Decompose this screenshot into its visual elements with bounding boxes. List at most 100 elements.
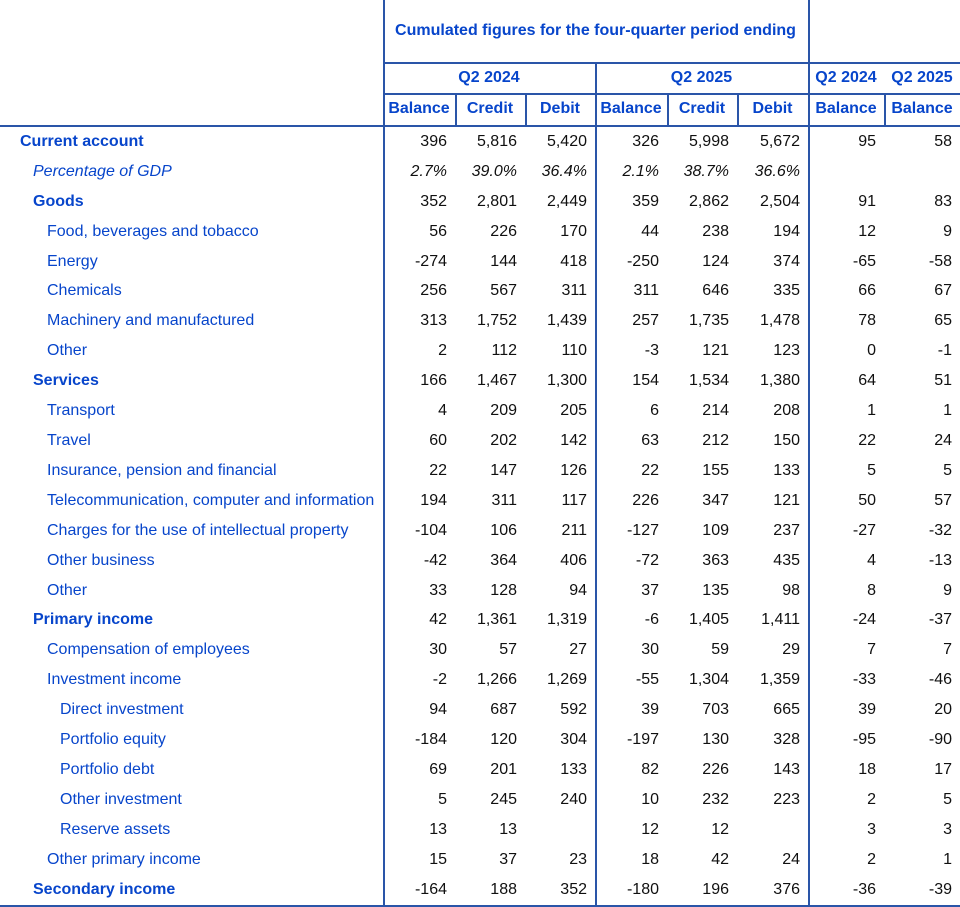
cell-value: 18 [641, 850, 659, 868]
row-label: Other business [47, 551, 155, 569]
cell-value: 27 [569, 641, 587, 659]
divider-data-balances [808, 0, 810, 907]
cell-value: 1,269 [546, 671, 587, 689]
cell-value: 1 [943, 850, 952, 868]
cell-value: 209 [490, 402, 517, 420]
table-bottom-rule [0, 905, 960, 907]
cell-value: 238 [702, 222, 729, 240]
cell-value: -36 [852, 880, 876, 898]
cell-value: 2 [867, 790, 876, 808]
cell-value: 133 [773, 461, 800, 479]
cell-value: 7 [943, 641, 952, 659]
cell-value: 363 [702, 551, 729, 569]
header-rule-middle [383, 93, 960, 95]
cell-value: 567 [490, 282, 517, 300]
row-label: Primary income [33, 611, 154, 629]
cell-value: -39 [928, 880, 952, 898]
cell-value: 10 [641, 790, 659, 808]
cell-value: 39.0% [471, 162, 517, 180]
quarter-header-right-q2-2024: Q2 2024 [815, 68, 877, 86]
cell-value: 38.7% [683, 162, 729, 180]
table-row: Portfolio debt 69 201 133 82 226 143 18 17 [0, 755, 960, 785]
cell-value: 22 [429, 461, 447, 479]
cell-value: 1,752 [476, 312, 517, 330]
cell-value: -65 [852, 252, 876, 270]
cell-value: 1,411 [761, 611, 800, 629]
cell-value: 256 [420, 282, 447, 300]
cell-value: 5 [943, 790, 952, 808]
cell-value: -197 [626, 731, 659, 749]
cell-value: 155 [702, 461, 729, 479]
header-cell-divider [525, 93, 527, 127]
cell-value: -33 [852, 671, 876, 689]
cell-value: 15 [429, 850, 447, 868]
cell-value: 22 [858, 432, 876, 450]
cell-value: 1,439 [546, 312, 587, 330]
header-rule-top [383, 62, 960, 64]
cell-value: 9 [943, 581, 952, 599]
cell-value: 37 [641, 581, 659, 599]
row-label: Services [33, 372, 99, 390]
cell-value: -37 [928, 611, 952, 629]
cell-value: -164 [414, 880, 447, 898]
cell-value: 5,672 [759, 132, 800, 150]
cell-value: 304 [560, 731, 587, 749]
table-row: Other investment 5 245 240 10 232 223 2 5 [0, 785, 960, 815]
cell-value: 5 [943, 461, 952, 479]
table-row: Reserve assets 13 13 12 12 3 3 [0, 815, 960, 845]
cell-value: 5 [438, 790, 447, 808]
cell-value: 2 [867, 850, 876, 868]
cell-value: 196 [702, 880, 729, 898]
cell-value: 64 [858, 372, 876, 390]
cell-value: 33 [429, 581, 447, 599]
cell-value: 30 [429, 641, 447, 659]
header-cell-divider [737, 93, 739, 127]
cell-value: 24 [782, 850, 800, 868]
cell-value: -6 [644, 611, 659, 629]
cell-value: 123 [773, 342, 800, 360]
table-row: Other business -42 364 406 -72 363 435 4 -13 [0, 546, 960, 576]
cell-value: 205 [560, 402, 587, 420]
cell-value: 311 [561, 282, 587, 300]
cell-value: 3 [867, 820, 876, 838]
cell-value: -127 [626, 521, 659, 539]
cell-value: 208 [773, 402, 800, 420]
cell-value: -58 [928, 252, 952, 270]
cell-value: 665 [773, 701, 800, 719]
row-label: Telecommunication, computer and informat… [47, 491, 375, 509]
cell-value: 12 [858, 222, 876, 240]
cell-value: 1 [867, 402, 876, 420]
cell-value: 359 [632, 192, 659, 210]
row-label: Chemicals [47, 282, 122, 300]
row-label: Current account [20, 132, 144, 150]
cell-value: -104 [414, 521, 447, 539]
cell-value: 39 [858, 701, 876, 719]
table-row: Other primary income 15 37 23 18 42 24 2 1 [0, 845, 960, 875]
cell-value: 194 [773, 222, 800, 240]
cell-value: 201 [490, 760, 517, 778]
cell-value: 133 [560, 760, 587, 778]
quarter-header-left-q2-2024: Q2 2024 [458, 68, 520, 86]
row-label: Compensation of employees [47, 641, 250, 659]
cell-value: 91 [858, 192, 876, 210]
cell-value: 202 [490, 432, 517, 450]
cell-value: 326 [632, 132, 659, 150]
cell-value: -95 [852, 731, 876, 749]
cell-value: 110 [561, 342, 587, 360]
cell-value: 69 [429, 760, 447, 778]
row-label: Energy [47, 252, 98, 270]
table-row: Current account 396 5,816 5,420 326 5,998 5,67… [0, 127, 960, 157]
row-label: Direct investment [60, 701, 184, 719]
table-row: Portfolio equity -184 120 304 -197 130 328 -95 -… [0, 725, 960, 755]
table-row: Percentage of GDP 2.7% 39.0% 36.4% 2.1% 38.7%… [0, 157, 960, 187]
cell-value: 66 [858, 282, 876, 300]
cell-value: 12 [711, 820, 729, 838]
cell-value: 29 [782, 641, 800, 659]
row-label: Insurance, pension and financial [47, 461, 277, 479]
cell-value: 347 [702, 491, 729, 509]
table-row: Investment income -2 1,266 1,269 -55 1,304 1,3… [0, 665, 960, 695]
cell-value: 1,319 [546, 611, 587, 629]
table-row: Other 33 128 94 37 135 98 8 9 [0, 576, 960, 606]
quarter-header-left-q2-2025: Q2 2025 [670, 68, 733, 86]
